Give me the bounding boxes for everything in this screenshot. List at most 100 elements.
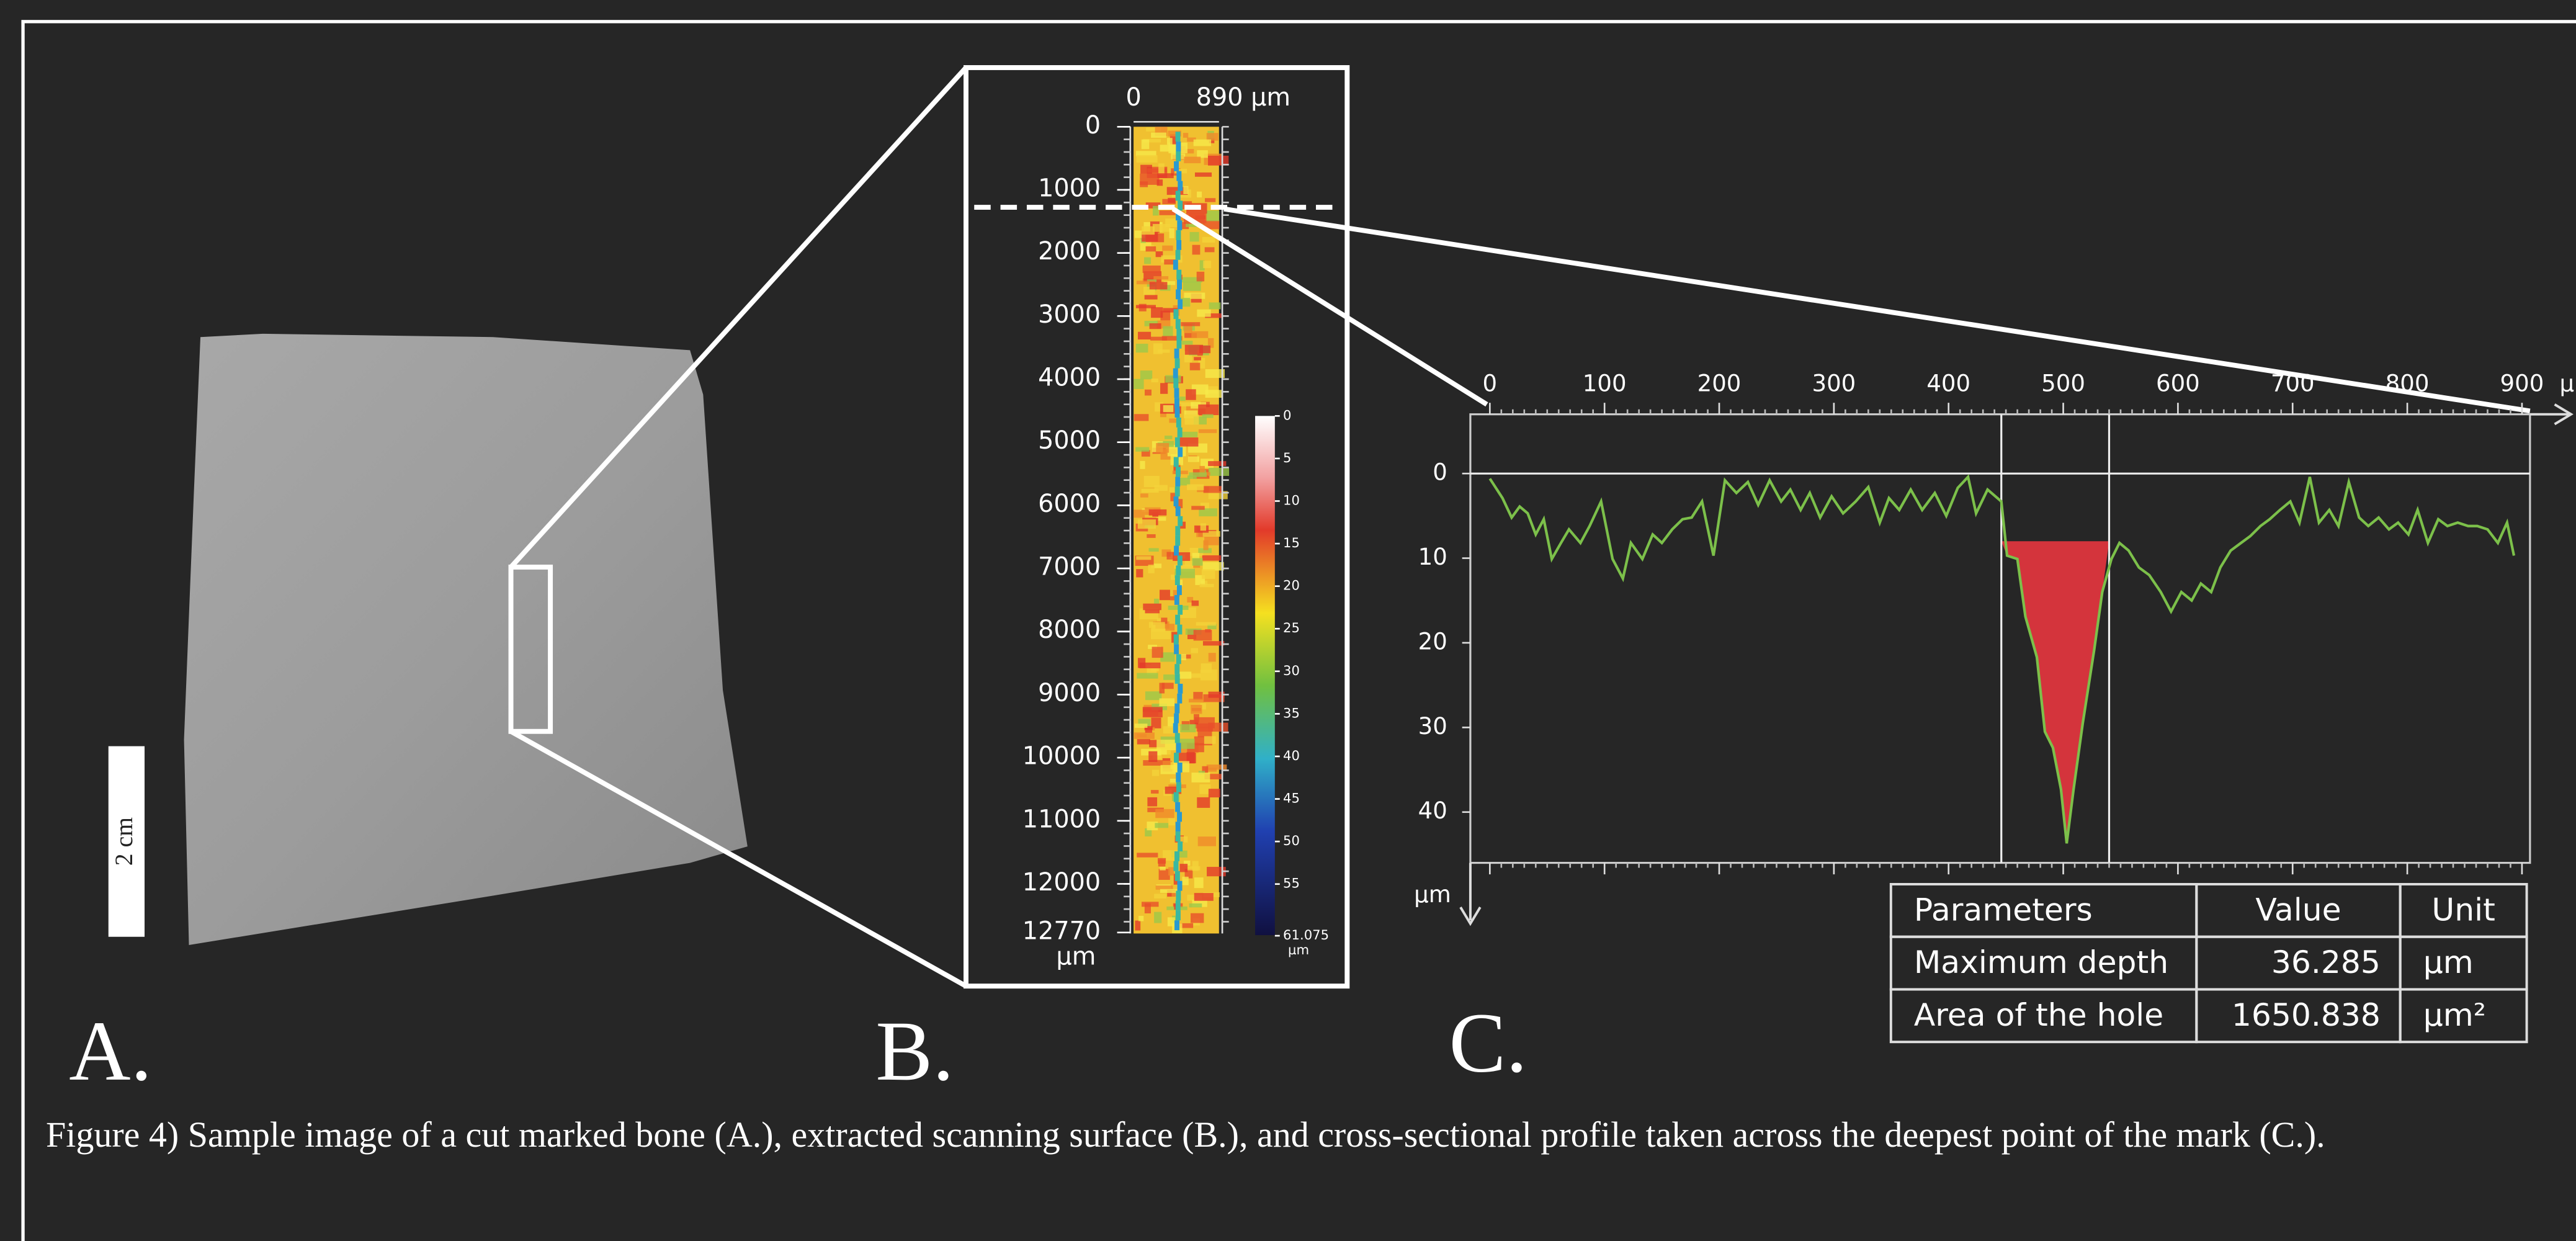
surface-patch bbox=[1192, 773, 1210, 782]
surface-scan bbox=[1134, 127, 1229, 933]
surface-patch bbox=[1191, 705, 1202, 714]
b-y-tick-label: 9000 bbox=[1038, 679, 1101, 707]
hole-area bbox=[2001, 541, 2109, 843]
scale-bar-label: 2 cm bbox=[110, 817, 138, 866]
groove bbox=[1175, 871, 1180, 881]
figure-graphics: 2 cm 01000200030004000500060007000800090… bbox=[0, 0, 2576, 1241]
surface-patch bbox=[1189, 472, 1207, 477]
groove bbox=[1173, 723, 1178, 733]
groove bbox=[1176, 270, 1181, 280]
zoom-line bbox=[1224, 209, 2530, 411]
surface-patch bbox=[1152, 647, 1163, 658]
groove bbox=[1176, 329, 1181, 339]
surface-patch bbox=[1159, 698, 1174, 706]
groove bbox=[1178, 841, 1183, 851]
surface-patch bbox=[1204, 486, 1223, 493]
surface-patch bbox=[1202, 414, 1214, 418]
groove bbox=[1174, 595, 1179, 605]
b-y-tick-label: 12770 bbox=[1022, 916, 1101, 945]
surface-patch bbox=[1206, 210, 1219, 221]
surface-patch bbox=[1197, 310, 1210, 317]
groove bbox=[1174, 309, 1179, 319]
surface-patch bbox=[1160, 867, 1166, 871]
surface-patch bbox=[1138, 658, 1145, 668]
colorbar-tick-label: 45 bbox=[1283, 791, 1300, 806]
surface-patch bbox=[1160, 589, 1170, 600]
y-tick-label: 10 bbox=[1418, 544, 1447, 570]
colorbar-tick-label: 20 bbox=[1283, 578, 1300, 593]
b-x-label: 0 bbox=[1125, 83, 1141, 112]
zoom-line bbox=[511, 68, 966, 567]
surface-patch bbox=[1137, 673, 1158, 679]
surface-patch bbox=[1198, 405, 1219, 415]
groove bbox=[1175, 536, 1180, 546]
table-text: Area of the hole bbox=[1914, 997, 2163, 1033]
groove bbox=[1176, 418, 1181, 428]
surface-patch bbox=[1134, 509, 1145, 517]
surface-patch bbox=[1169, 487, 1174, 492]
colorbar-tick-label: 30 bbox=[1283, 663, 1300, 678]
groove bbox=[1177, 625, 1182, 635]
surface-patch bbox=[1150, 337, 1167, 341]
surface-patch bbox=[1145, 610, 1160, 614]
surface-patch bbox=[1163, 405, 1173, 412]
surface-patch bbox=[1136, 556, 1151, 560]
surface-patch bbox=[1191, 506, 1204, 509]
b-y-tick-label: 11000 bbox=[1022, 805, 1101, 833]
groove bbox=[1177, 220, 1182, 230]
surface-patch bbox=[1184, 157, 1201, 164]
groove bbox=[1175, 802, 1180, 812]
table-text: µm² bbox=[2423, 997, 2486, 1033]
figure: 2 cm 01000200030004000500060007000800090… bbox=[0, 0, 2576, 1241]
surface-patch bbox=[1183, 133, 1188, 138]
surface-patch bbox=[1166, 552, 1174, 559]
colorbar-unit: µm bbox=[1288, 942, 1309, 957]
groove bbox=[1176, 132, 1181, 141]
surface-patch bbox=[1180, 724, 1196, 732]
colorbar-tick-label: 61.075 bbox=[1283, 927, 1329, 943]
surface-patch bbox=[1198, 836, 1216, 846]
surface-patch bbox=[1183, 282, 1201, 291]
surface-patch bbox=[1137, 734, 1147, 738]
surface-patch bbox=[1168, 867, 1174, 876]
surface-patch bbox=[1148, 565, 1155, 573]
surface-patch bbox=[1192, 553, 1199, 558]
surface-patch bbox=[1208, 723, 1228, 732]
surface-patch bbox=[1155, 823, 1168, 828]
table-text: 36.285 bbox=[2271, 944, 2381, 980]
colorbar-tick-label: 0 bbox=[1283, 407, 1291, 423]
colorbar-tick-label: 10 bbox=[1283, 492, 1300, 508]
y-tick-label: 20 bbox=[1418, 628, 1447, 655]
groove bbox=[1176, 506, 1181, 516]
surface-patch bbox=[1181, 322, 1200, 326]
surface-patch bbox=[1205, 247, 1215, 252]
surface-patch bbox=[1187, 485, 1204, 490]
table-header: Parameters bbox=[1914, 892, 2093, 928]
surface-patch bbox=[1143, 266, 1161, 273]
groove bbox=[1176, 900, 1181, 910]
surface-patch bbox=[1154, 894, 1166, 898]
y-tick-label: 30 bbox=[1418, 713, 1447, 740]
groove bbox=[1176, 191, 1181, 201]
surface-patch bbox=[1135, 724, 1148, 728]
surface-patch bbox=[1207, 764, 1227, 769]
surface-patch bbox=[1136, 344, 1148, 352]
groove bbox=[1177, 585, 1182, 595]
surface-patch bbox=[1136, 569, 1143, 577]
surface-patch bbox=[1203, 641, 1224, 645]
colorbar bbox=[1255, 416, 1275, 935]
surface-patch bbox=[1203, 540, 1208, 550]
table-text: 1650.838 bbox=[2232, 997, 2381, 1033]
surface-patch bbox=[1158, 349, 1169, 352]
surface-patch bbox=[1184, 414, 1199, 424]
surface-patch bbox=[1209, 653, 1216, 661]
surface-patch bbox=[1194, 140, 1211, 146]
groove bbox=[1175, 359, 1180, 369]
surface-patch bbox=[1192, 558, 1203, 565]
x-tick-label: 200 bbox=[1697, 370, 1742, 397]
b-y-tick-label: 5000 bbox=[1038, 426, 1101, 455]
surface-patch bbox=[1163, 726, 1181, 733]
table-text: Maximum depth bbox=[1914, 944, 2168, 980]
surface-patch bbox=[1150, 282, 1168, 289]
groove bbox=[1175, 674, 1180, 684]
